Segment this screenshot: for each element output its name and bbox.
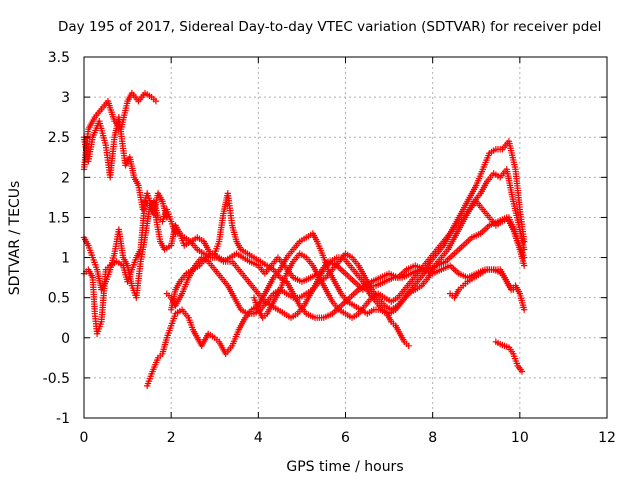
y-tick-label: 0.5	[48, 291, 70, 307]
y-tick-label: -1	[56, 411, 70, 427]
data-point	[405, 342, 412, 349]
x-tick-label: 2	[167, 430, 176, 446]
chart-title: Day 195 of 2017, Sidereal Day-to-day VTE…	[58, 19, 601, 35]
x-tick-label: 12	[598, 430, 616, 446]
data-point	[520, 238, 528, 245]
data-point	[510, 286, 517, 293]
data-points	[80, 89, 528, 390]
data-point	[163, 214, 171, 221]
y-tick-label: 2.5	[48, 130, 70, 146]
y-tick-label: 0	[61, 331, 70, 347]
axis-ticks	[83, 56, 608, 419]
data-point	[520, 262, 528, 269]
series-track-5	[143, 230, 412, 390]
y-tick-label: 3	[61, 90, 70, 106]
x-tick-label: 0	[80, 430, 89, 446]
series-track-4	[80, 190, 171, 337]
series-track-8	[250, 198, 528, 321]
series-track-1	[80, 89, 160, 173]
series-track-10	[492, 338, 526, 375]
y-tick-label: 1	[61, 251, 70, 267]
data-point	[152, 97, 160, 105]
x-axis-label: GPS time / hours	[286, 459, 403, 475]
y-tick-label: 2	[61, 170, 70, 186]
y-tick-labels: -1 -0.5 0 0.5 1 1.5 2 2.5 3 3.5	[43, 50, 70, 427]
y-tick-label: 1.5	[48, 210, 70, 226]
x-tick-label: 4	[254, 430, 263, 446]
x-tick-label: 6	[341, 430, 350, 446]
series-track-6	[167, 166, 528, 321]
x-tick-label: 10	[511, 430, 529, 446]
data-point	[520, 254, 528, 261]
y-tick-label: 3.5	[48, 50, 70, 66]
x-tick-labels: 0 2 4 6 8 10 12	[80, 430, 616, 446]
y-tick-label: -0.5	[43, 371, 70, 387]
series-track-9	[446, 266, 517, 301]
data-point	[520, 306, 528, 313]
data-point	[518, 368, 526, 375]
x-tick-label: 8	[428, 430, 437, 446]
series-track-7	[163, 138, 528, 317]
grid	[84, 57, 607, 418]
y-axis-label: SDTVAR / TECUs	[7, 181, 23, 296]
